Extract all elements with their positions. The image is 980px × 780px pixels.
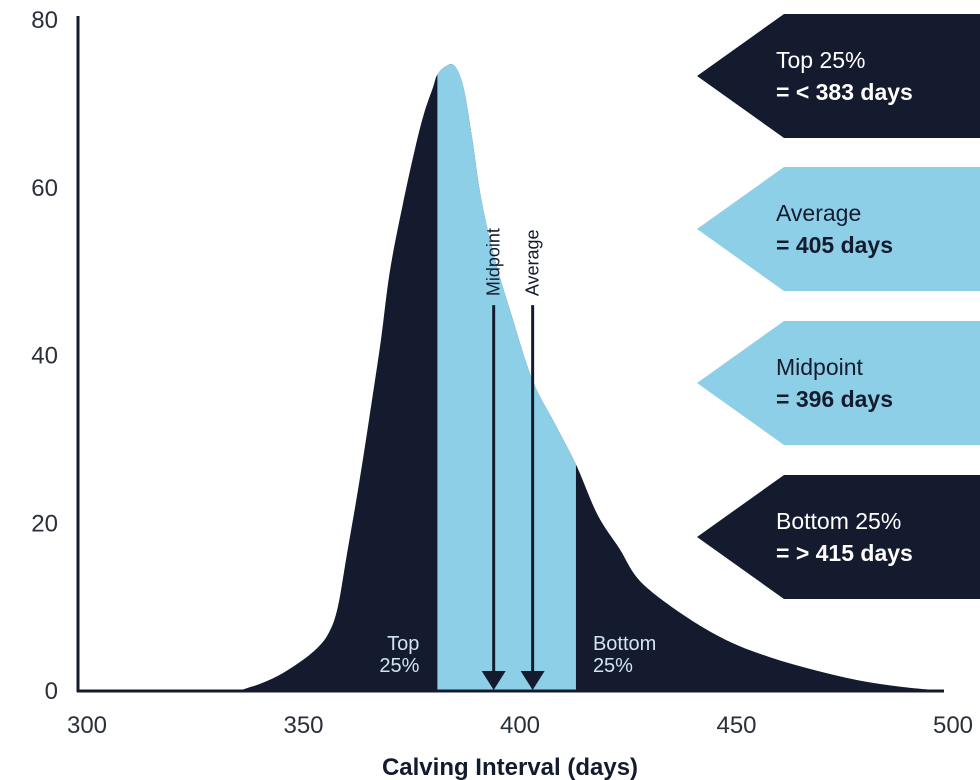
callout-bottom-shape: [697, 475, 980, 599]
callout-top-shape: [697, 14, 980, 138]
callout-midpoint-title: Midpoint: [776, 354, 864, 380]
y-tick-label: 40: [31, 343, 58, 370]
x-tick-label: 450: [716, 712, 756, 739]
callout-average-title: Average: [776, 200, 861, 226]
y-tick-label: 0: [45, 678, 58, 705]
x-tick-labels: 300 350 400 450 500: [67, 712, 973, 739]
callout-midpoint-shape: [697, 321, 980, 445]
x-axis-title: Calving Interval (days): [382, 754, 638, 780]
callout-top-value: = < 383 days: [776, 79, 913, 105]
markers: Midpoint Average: [481, 228, 545, 690]
bottom-quartile-label-line2: 25%: [593, 655, 633, 677]
callout-bottom-title: Bottom 25%: [776, 508, 901, 534]
callout-midpoint: Midpoint = 396 days: [697, 321, 980, 445]
x-tick-label: 350: [283, 712, 323, 739]
callout-average-shape: [697, 167, 980, 291]
x-tick-label: 300: [67, 712, 107, 739]
bottom-quartile-label-line1: Bottom: [593, 633, 656, 655]
y-tick-label: 20: [31, 510, 58, 537]
callout-top: Top 25% = < 383 days: [697, 14, 980, 138]
top-quartile-label-line2: 25%: [379, 655, 419, 677]
axes: [76, 16, 944, 693]
callout-bottom: Bottom 25% = > 415 days: [697, 475, 980, 599]
midpoint-arrow-head: [481, 671, 506, 690]
midpoint-marker-label: Midpoint: [484, 228, 504, 296]
plot-area: [78, 64, 944, 691]
callout-average-value: = 405 days: [776, 232, 893, 258]
y-tick-label: 80: [31, 7, 58, 34]
y-tick-labels: 0 20 40 60 80: [31, 7, 58, 705]
callout-bottom-value: = > 415 days: [776, 540, 913, 566]
x-tick-label: 400: [500, 712, 540, 739]
average-arrow-head: [520, 671, 545, 690]
middle-band-area: [437, 64, 576, 691]
callout-midpoint-value: = 396 days: [776, 386, 893, 412]
callout-average: Average = 405 days: [697, 167, 980, 291]
y-tick-label: 60: [31, 175, 58, 202]
average-marker-label: Average: [523, 229, 543, 296]
x-tick-label: 500: [933, 712, 973, 739]
callout-top-title: Top 25%: [776, 47, 866, 73]
callouts: Top 25% = < 383 days Average = 405 days Midp…: [697, 14, 980, 599]
top-quartile-label-line1: Top: [387, 633, 419, 655]
